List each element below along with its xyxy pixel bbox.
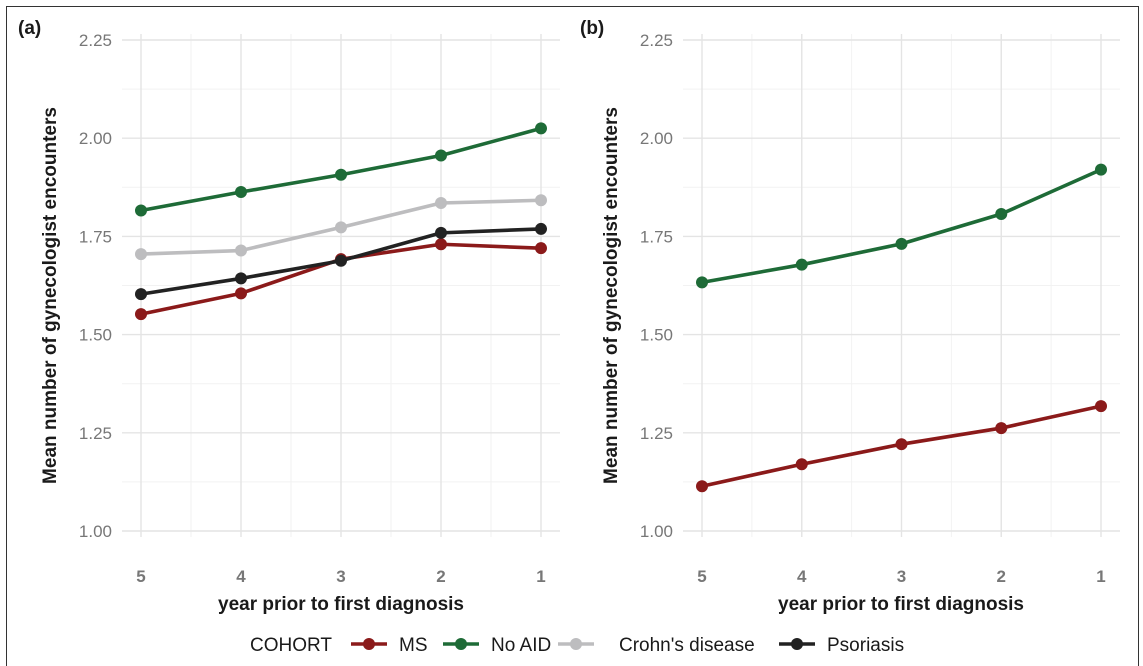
series-ms	[696, 400, 1107, 493]
data-point	[995, 208, 1008, 221]
legend: COHORT MS No AID Crohn's disease Psoriasis	[250, 635, 904, 656]
data-point	[535, 242, 547, 255]
legend-key-point	[455, 638, 467, 650]
y-axis-label: Mean number of gynecologist encounters	[40, 107, 61, 484]
data-point	[535, 122, 547, 135]
y-axis-label: Mean number of gynecologist encounters	[601, 107, 622, 484]
data-point	[335, 221, 347, 234]
x-tick-label: 5	[697, 567, 706, 586]
legend-item-psoriasis: Psoriasis	[779, 635, 904, 656]
x-axis-label: year prior to first diagnosis	[218, 594, 464, 615]
x-tick-label: 1	[1096, 567, 1105, 586]
y-tick-label: 1.25	[640, 424, 673, 443]
x-tick-label: 5	[136, 567, 145, 586]
x-tick-label: 4	[797, 567, 807, 586]
legend-item-label: Psoriasis	[827, 635, 904, 656]
y-tick-label: 2.00	[79, 129, 112, 148]
data-point	[535, 194, 547, 207]
y-tick-label: 1.25	[79, 424, 112, 443]
data-point	[335, 254, 347, 267]
data-point	[435, 197, 447, 210]
y-tick-label: 1.00	[79, 522, 112, 541]
legend-item-label: Crohn's disease	[619, 635, 755, 656]
data-point	[435, 149, 447, 162]
data-point	[335, 168, 347, 181]
series-crohn-s-disease	[135, 194, 547, 261]
data-point	[795, 258, 808, 271]
legend-title: COHORT	[250, 635, 332, 656]
data-point	[696, 480, 708, 493]
data-point	[135, 204, 147, 217]
data-point	[235, 287, 247, 300]
legend-key-point	[791, 638, 803, 650]
x-tick-label: 2	[436, 567, 445, 586]
data-point	[135, 288, 147, 301]
chart-panel-b: 1.00 1.25 1.50 1.75 2.00 2.25 5 4 3 2 1 year prior …	[580, 18, 1120, 615]
data-point	[1095, 400, 1107, 413]
data-point	[895, 237, 908, 250]
panel-label: (a)	[18, 18, 41, 39]
y-tick-label: 2.00	[640, 129, 673, 148]
legend-key-point	[570, 638, 582, 650]
data-point	[535, 222, 547, 235]
legend-key-point	[363, 638, 375, 650]
data-point	[435, 226, 447, 239]
chart-panel-a: 1.00 1.25 1.50 1.75 2.00 2.25 5 4 3 2 1 year prior …	[18, 18, 560, 615]
y-tick-label: 2.25	[640, 31, 673, 50]
series-no-aid	[135, 122, 547, 217]
data-point	[435, 238, 447, 251]
data-point	[1095, 163, 1107, 176]
x-tick-label: 3	[897, 567, 906, 586]
y-tick-label: 1.75	[640, 227, 673, 246]
panel-label: (b)	[580, 18, 604, 39]
legend-item-label: MS	[399, 635, 428, 656]
x-tick-label: 1	[536, 567, 545, 586]
y-tick-label: 1.75	[79, 227, 112, 246]
legend-item-ms: MS	[351, 635, 428, 656]
series-no-aid	[696, 163, 1107, 289]
x-tick-label: 3	[336, 567, 345, 586]
legend-item-label: No AID	[491, 635, 551, 656]
data-point	[696, 276, 708, 289]
legend-item-no-aid: No AID	[443, 635, 551, 656]
data-point	[795, 458, 808, 471]
y-tick-label: 2.25	[79, 31, 112, 50]
y-tick-label: 1.50	[79, 326, 112, 345]
data-point	[895, 438, 908, 451]
x-axis-label: year prior to first diagnosis	[778, 594, 1024, 615]
data-point	[235, 272, 247, 285]
figure-frame	[6, 6, 1139, 666]
y-tick-label: 1.00	[640, 522, 673, 541]
data-point	[235, 244, 247, 257]
x-tick-label: 4	[236, 567, 246, 586]
data-point	[135, 308, 147, 321]
data-point	[995, 422, 1008, 435]
legend-item-crohn-s-disease: Crohn's disease	[558, 635, 755, 656]
x-tick-label: 2	[997, 567, 1006, 586]
y-tick-label: 1.50	[640, 326, 673, 345]
data-point	[235, 186, 247, 199]
data-point	[135, 248, 147, 261]
series-psoriasis	[135, 222, 547, 301]
